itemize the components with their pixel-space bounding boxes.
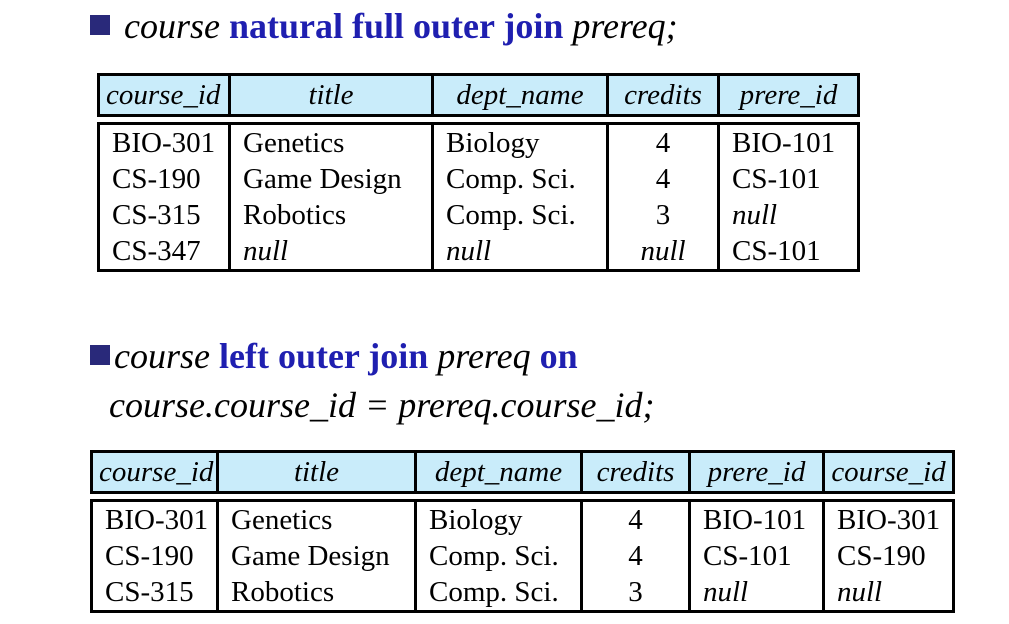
gap-cell (608, 116, 719, 124)
gap-cell (719, 116, 859, 124)
query2-on-keyword: on (540, 336, 578, 376)
table-cell: BIO-301 (824, 501, 954, 539)
column-header: dept_name (433, 75, 608, 116)
table-cell: Comp. Sci. (416, 538, 582, 574)
table-cell: 3 (608, 197, 719, 233)
table-cell: null (433, 233, 608, 271)
table-cell: Comp. Sci. (433, 161, 608, 197)
table-cell: BIO-301 (92, 501, 218, 539)
table-row: CS-190 Game Design Comp. Sci. 4 CS-101 (99, 161, 859, 197)
table-row: CS-315 Robotics Comp. Sci. 3 null null (92, 574, 954, 612)
column-header: title (218, 452, 416, 493)
query1-join-keyword: natural full outer join (229, 6, 563, 46)
gap-cell (218, 493, 416, 501)
table-cell: 3 (582, 574, 690, 612)
table-cell: CS-315 (99, 197, 230, 233)
query2-join-keyword: left outer join (219, 336, 428, 376)
table-cell: Comp. Sci. (433, 197, 608, 233)
gap-cell (99, 116, 230, 124)
table-cell: Biology (433, 124, 608, 162)
column-header: course_id (92, 452, 218, 493)
table-cell: Biology (416, 501, 582, 539)
table-row: CS-347 null null null CS-101 (99, 233, 859, 271)
column-header: title (230, 75, 433, 116)
table-cell: BIO-301 (99, 124, 230, 162)
query2-line: course left outer join prereq on (90, 336, 578, 376)
column-header: credits (582, 452, 690, 493)
table-cell: Game Design (230, 161, 433, 197)
table-cell: Robotics (218, 574, 416, 612)
table-cell: CS-190 (92, 538, 218, 574)
table-cell: BIO-101 (690, 501, 824, 539)
table-cell: CS-101 (719, 233, 859, 271)
table-cell: CS-101 (690, 538, 824, 574)
column-header: dept_name (416, 452, 582, 493)
table-row: BIO-301 Genetics Biology 4 BIO-101 (99, 124, 859, 162)
table-cell: 4 (608, 161, 719, 197)
header-gap (99, 116, 859, 124)
gap-cell (433, 116, 608, 124)
table-cell: CS-190 (824, 538, 954, 574)
query2-condition: course.course_id = prereq.course_id; (109, 385, 655, 425)
table-cell: null (608, 233, 719, 271)
header-row: course_id title dept_name credits prere_id co… (92, 452, 954, 493)
column-header: credits (608, 75, 719, 116)
table-cell: null (230, 233, 433, 271)
query2-right-relation: prereq (437, 336, 530, 376)
table-cell: 4 (582, 501, 690, 539)
square-bullet-icon (90, 345, 110, 365)
query1-left-relation: course (124, 6, 220, 46)
gap-cell (92, 493, 218, 501)
query2-left-relation: course (114, 336, 210, 376)
query1-line: course natural full outer join prereq; (90, 6, 678, 46)
table-row: CS-315 Robotics Comp. Sci. 3 null (99, 197, 859, 233)
table-cell: 4 (582, 538, 690, 574)
table-cell: null (690, 574, 824, 612)
table-cell: Robotics (230, 197, 433, 233)
table-cell: CS-190 (99, 161, 230, 197)
column-header: prere_id (690, 452, 824, 493)
header-gap (92, 493, 954, 501)
column-header: course_id (99, 75, 230, 116)
gap-cell (582, 493, 690, 501)
gap-cell (824, 493, 954, 501)
gap-cell (416, 493, 582, 501)
table-cell: CS-347 (99, 233, 230, 271)
column-header: course_id (824, 452, 954, 493)
gap-cell (230, 116, 433, 124)
column-header: prere_id (719, 75, 859, 116)
header-row: course_id title dept_name credits prere_id (99, 75, 859, 116)
table-cell: null (719, 197, 859, 233)
table-cell: Genetics (230, 124, 433, 162)
query1-right-relation: prereq; (572, 6, 677, 46)
result-table-1: course_id title dept_name credits prere_id B… (97, 73, 860, 272)
result-table-2: course_id title dept_name credits prere_id co… (90, 450, 955, 613)
table-cell: Comp. Sci. (416, 574, 582, 612)
square-bullet-icon (90, 15, 110, 35)
table-cell: CS-315 (92, 574, 218, 612)
table-cell: BIO-101 (719, 124, 859, 162)
table-cell: CS-101 (719, 161, 859, 197)
table-cell: Genetics (218, 501, 416, 539)
table-row: BIO-301 Genetics Biology 4 BIO-101 BIO-301 (92, 501, 954, 539)
table-cell: Game Design (218, 538, 416, 574)
table-row: CS-190 Game Design Comp. Sci. 4 CS-101 CS-190 (92, 538, 954, 574)
table-cell: 4 (608, 124, 719, 162)
gap-cell (690, 493, 824, 501)
table-cell: null (824, 574, 954, 612)
